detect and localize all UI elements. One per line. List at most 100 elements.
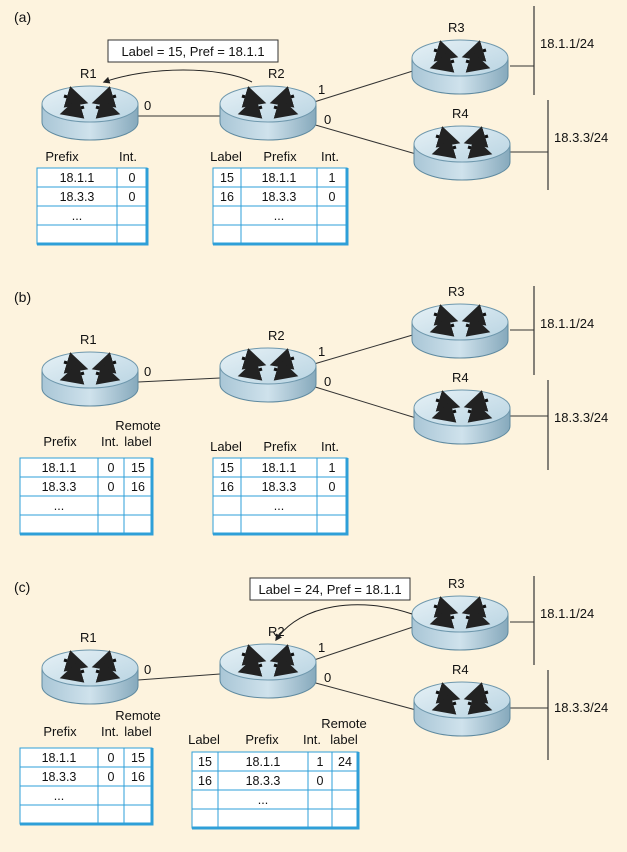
table-cell: 18.3.3 [60, 190, 95, 204]
router-icon [411, 595, 509, 651]
router-label-r3: R3 [448, 20, 465, 35]
table-cell: 18.1.1 [262, 461, 297, 475]
table-cell: 18.1.1 [262, 171, 297, 185]
panel-tag: (a) [14, 9, 31, 25]
router-label-r1: R1 [80, 66, 97, 81]
router-label-r4: R4 [452, 106, 469, 121]
routing-table-r1: 18.1.1 0 15 18.3.3 0 16... [19, 747, 154, 826]
router-icon [41, 649, 139, 705]
network-label-bottom: 18.3.3/24 [554, 130, 608, 145]
port-label: 0 [144, 98, 151, 113]
table-cell: ... [258, 793, 268, 807]
table-cell: 18.1.1 [60, 171, 95, 185]
table-cell: 15 [198, 755, 212, 769]
table-cell: 18.3.3 [42, 770, 77, 784]
table-cell: 16 [220, 480, 234, 494]
table-header: Int. [119, 149, 137, 164]
table-cell: 18.3.3 [262, 480, 297, 494]
port-label: 0 [144, 662, 151, 677]
table-header: Label [210, 439, 242, 454]
router-icon [41, 85, 139, 141]
link-r2-r3 [313, 333, 417, 365]
table-header: Remote [321, 716, 367, 731]
table-header: Int. [101, 434, 119, 449]
table-cell: 18.3.3 [262, 190, 297, 204]
table-header: Prefix [43, 724, 77, 739]
router-icon [219, 643, 317, 699]
table-header: Prefix [43, 434, 77, 449]
link-r2-r3 [313, 69, 417, 103]
table-header: label [330, 732, 358, 747]
table-cell: 0 [108, 461, 115, 475]
router-icon [413, 681, 511, 737]
network-label-top: 18.1.1/24 [540, 36, 594, 51]
table-cell: 18.1.1 [42, 751, 77, 765]
table-cell: 18.1.1 [42, 461, 77, 475]
table-cell: 0 [329, 190, 336, 204]
table-header: Label [210, 149, 242, 164]
table-cell: 18.3.3 [246, 774, 281, 788]
table-cell: 15 [220, 171, 234, 185]
table-cell: 15 [131, 461, 145, 475]
port-label: 0 [144, 364, 151, 379]
table-header: Int. [303, 732, 321, 747]
callout-box [107, 39, 279, 63]
table-cell: 0 [129, 171, 136, 185]
link-r1-r2 [137, 673, 221, 681]
router-icon [411, 39, 509, 95]
port-label: 1 [318, 82, 325, 97]
table-cell: ... [54, 499, 64, 513]
label-table-r2: 15 18.1.1 1 24 16 18.3.3 0... [191, 751, 360, 830]
network-label-bottom: 18.3.3/24 [554, 410, 608, 425]
link-r2-r3 [313, 625, 417, 661]
router-icon [411, 303, 509, 359]
router-icon [41, 351, 139, 407]
link-r2-r4 [311, 123, 417, 155]
link-r2-r4 [311, 385, 417, 419]
port-label: 0 [324, 112, 331, 127]
table-cell: ... [54, 789, 64, 803]
table-header: Prefix [245, 732, 279, 747]
label-table-r2: 15 18.1.1 1 16 18.3.3 0... [212, 167, 349, 246]
network-label-bottom: 18.3.3/24 [554, 700, 608, 715]
table-header: Int. [321, 439, 339, 454]
callout-text: Label = 15, Pref = 18.1.1 [121, 44, 264, 59]
table-header: Remote [115, 708, 161, 723]
table-cell: 15 [220, 461, 234, 475]
network-label-top: 18.1.1/24 [540, 316, 594, 331]
panel-tag: (b) [14, 289, 31, 305]
table-header: Prefix [45, 149, 79, 164]
router-icon [219, 85, 317, 141]
routing-table-r1: 18.1.1 0 15 18.3.3 0 16... [19, 457, 154, 536]
table-cell: 1 [329, 171, 336, 185]
table-cell: 16 [131, 770, 145, 784]
callout-text: Label = 24, Pref = 18.1.1 [258, 582, 401, 597]
table-cell: 0 [317, 774, 324, 788]
table-header: Int. [101, 724, 119, 739]
router-label-r3: R3 [448, 284, 465, 299]
table-cell: ... [72, 209, 82, 223]
table-header: label [124, 724, 152, 739]
port-label: 0 [324, 670, 331, 685]
table-header: Prefix [263, 439, 297, 454]
router-icon [219, 347, 317, 403]
router-icon [413, 125, 511, 181]
table-cell: 1 [329, 461, 336, 475]
table-cell: 16 [131, 480, 145, 494]
table-header: Int. [321, 149, 339, 164]
table-cell: 15 [131, 751, 145, 765]
curved-arrow-icon [275, 604, 413, 642]
router-label-r2: R2 [268, 328, 285, 343]
table-cell: 24 [338, 755, 352, 769]
table-header: label [124, 434, 152, 449]
table-cell: 16 [198, 774, 212, 788]
link-r1-r2 [137, 377, 221, 383]
port-label: 1 [318, 344, 325, 359]
network-label-top: 18.1.1/24 [540, 606, 594, 621]
table-header: Remote [115, 418, 161, 433]
table-cell: ... [274, 209, 284, 223]
table-cell: ... [274, 499, 284, 513]
label-table-r2: 15 18.1.1 1 16 18.3.3 0... [212, 457, 349, 536]
link-r2-r4 [311, 681, 417, 711]
